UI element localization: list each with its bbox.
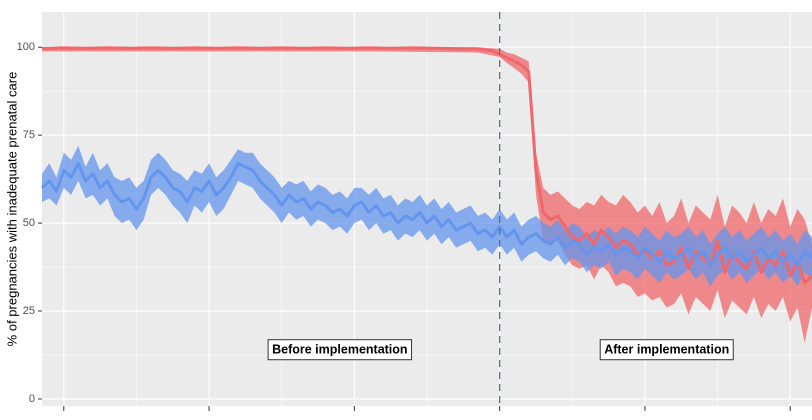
annotation-label: Before implementation [267,339,413,361]
y-tick-label: 0 [29,393,35,405]
annotations: Before implementation After implementatio… [267,339,734,361]
y-axis-title: % of pregnancies with inadequate prenata… [5,72,20,347]
y-tick-label: 100 [17,41,35,53]
series-2-line [40,161,812,267]
x-axis-ticks [63,406,791,411]
annotation-box [267,339,413,361]
annotation-text: Before implementation [272,343,407,357]
series-lines [40,46,812,285]
annotation-label: After implementation [599,339,734,361]
annotation-box [599,339,734,361]
y-tick-label: 25 [23,305,35,317]
y-tick-label: 75 [23,129,35,141]
y-tick-label: 50 [23,217,35,229]
annotation-text: After implementation [604,343,729,357]
y-axis-ticks: 0 25 50 75 100 [17,41,42,405]
